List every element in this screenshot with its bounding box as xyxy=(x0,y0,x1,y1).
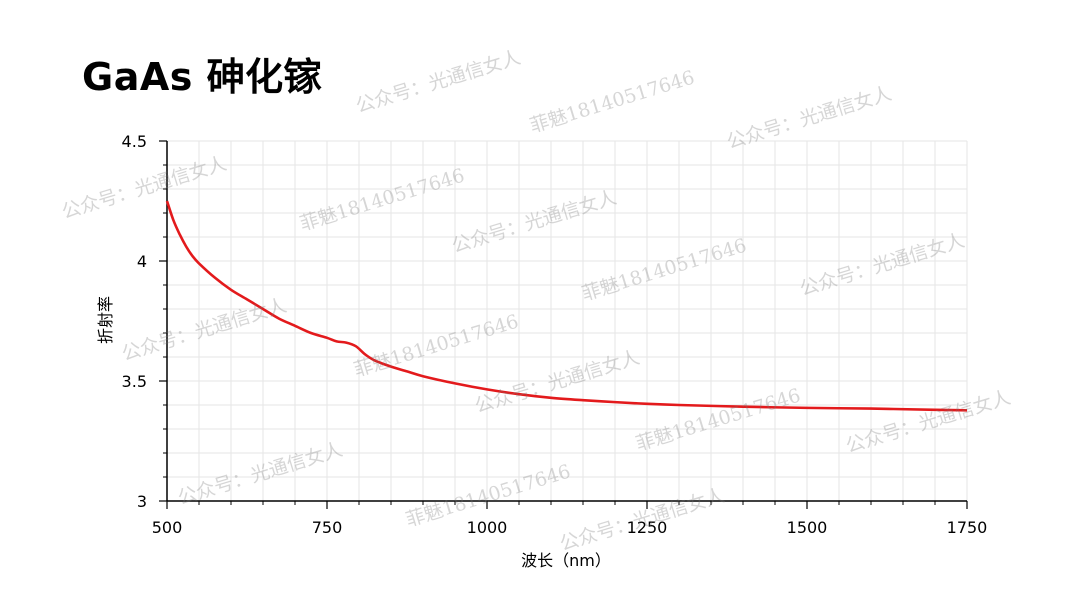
y-tick-label: 4.5 xyxy=(122,132,147,151)
x-tick-label: 750 xyxy=(312,518,343,537)
x-tick-label: 1000 xyxy=(467,518,508,537)
x-tick-label: 1750 xyxy=(947,518,988,537)
series-layer xyxy=(165,200,968,412)
refractive-index-series-line xyxy=(165,200,968,412)
y-tick-label: 4 xyxy=(137,252,147,271)
x-tick-label: 500 xyxy=(152,518,183,537)
y-axis-label: 折射率 xyxy=(96,296,115,344)
y-tick-label: 3.5 xyxy=(122,372,147,391)
x-axis-label: 波长（nm） xyxy=(521,551,611,570)
y-tick-label: 3 xyxy=(137,492,147,511)
x-tick-label: 1250 xyxy=(627,518,668,537)
page-title: GaAs 砷化镓 xyxy=(82,55,323,99)
axis-layer: 500 750 1000 1250 1500 1750 3 3.5 4 4.5 xyxy=(122,132,988,537)
x-tick-label: 1500 xyxy=(787,518,828,537)
axis-label-layer: 波长（nm） 折射率 xyxy=(96,296,611,570)
grid-layer xyxy=(167,140,968,501)
